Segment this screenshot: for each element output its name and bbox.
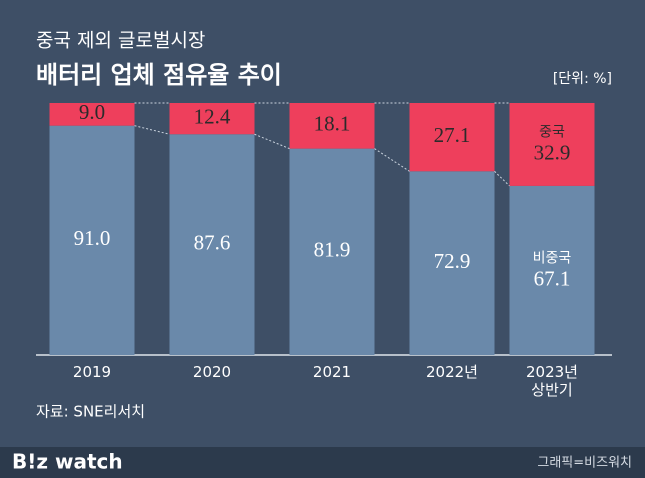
source: 자료: SNE리서치 — [36, 403, 145, 421]
bar-segment — [289, 148, 375, 355]
credit: 그래픽=비즈워치 — [537, 456, 632, 471]
x-tick-label: 2023년 상반기 — [526, 363, 578, 399]
connector — [134, 125, 170, 135]
bar-segment — [509, 103, 595, 186]
connector — [374, 148, 410, 172]
bar-segment — [49, 125, 135, 356]
bar-segment — [409, 103, 495, 172]
bar-segment — [509, 185, 595, 355]
x-tick-label: 2019 — [72, 363, 112, 381]
bar-segment — [169, 103, 255, 135]
value-label: 27.1 — [434, 123, 471, 147]
series-label: 중국 — [539, 124, 565, 140]
bar-segment — [49, 103, 135, 126]
value-label: 67.1 — [534, 266, 571, 290]
chart-title: 중국 제외 글로벌시장 — [36, 30, 205, 52]
value-label: 87.6 — [194, 230, 231, 254]
bar-segment — [409, 171, 495, 355]
x-tick-label: 2022년 — [426, 363, 478, 381]
bar-segment — [169, 134, 255, 355]
chart-subtitle: 배터리 업체 점유율 추이 — [36, 61, 282, 89]
bar-segment — [289, 103, 375, 149]
x-tick-label: 2021 — [312, 363, 352, 381]
series-label: 비중국 — [533, 250, 572, 266]
x-tick-label: 2020 — [192, 363, 232, 381]
unit-label: [단위: %] — [553, 71, 612, 87]
value-label: 72.9 — [434, 249, 471, 273]
value-label: 81.9 — [314, 238, 351, 262]
value-label: 32.9 — [534, 140, 571, 164]
value-label: 91.0 — [74, 226, 111, 250]
connector — [494, 170, 510, 187]
brand-logo: B!z watch — [12, 450, 123, 474]
value-label: 9.0 — [79, 100, 105, 124]
value-label: 12.4 — [194, 104, 231, 128]
value-label: 18.1 — [314, 112, 351, 136]
footer-bar — [0, 447, 645, 478]
connector — [254, 133, 290, 150]
